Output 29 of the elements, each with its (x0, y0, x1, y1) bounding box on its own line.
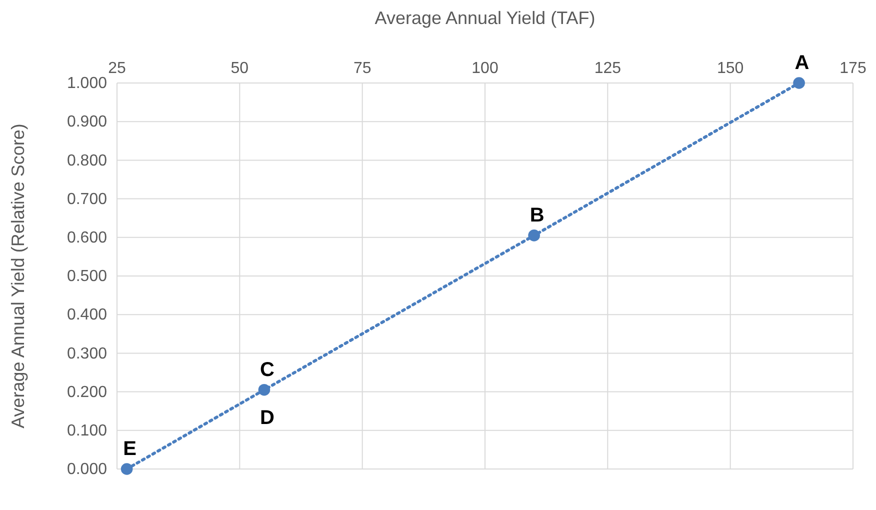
x-tick-label: 100 (472, 60, 498, 77)
annotation: E (123, 438, 136, 460)
x-tick-label: 150 (716, 60, 744, 77)
x-tick-label: 75 (353, 60, 372, 77)
y-axis-title: Average Annual Yield (Relative Score) (8, 124, 28, 428)
x-tick-label: 50 (230, 60, 249, 77)
y-tick-label: 0.500 (66, 268, 108, 286)
annotation: A (794, 52, 810, 74)
x-axis-title: Average Annual Yield (TAF) (374, 8, 596, 28)
point (793, 77, 805, 89)
annotation: C (260, 358, 274, 381)
annotation: B (530, 204, 544, 226)
point (258, 384, 270, 396)
point (120, 463, 133, 475)
annotation: D (260, 406, 274, 429)
y-tick-label: 0.700 (66, 190, 108, 208)
y-tick-label: 0.900 (66, 114, 108, 131)
y-tick-label: 0.000 (66, 461, 108, 478)
y-tick-label: 0.400 (66, 306, 108, 324)
y-tick-label: 0.200 (66, 384, 108, 401)
x-tick-label: 25 (108, 60, 126, 77)
y-tick-label: 0.100 (66, 422, 108, 440)
x-tick-label: 125 (594, 60, 622, 77)
y-tick-label: 0.600 (66, 230, 108, 247)
y-tick-label: 1.000 (66, 75, 108, 92)
point (528, 230, 540, 242)
y-tick-label: 0.300 (66, 345, 108, 362)
y-tick-label: 0.800 (66, 152, 108, 170)
x-tick-label: 175 (840, 60, 866, 77)
